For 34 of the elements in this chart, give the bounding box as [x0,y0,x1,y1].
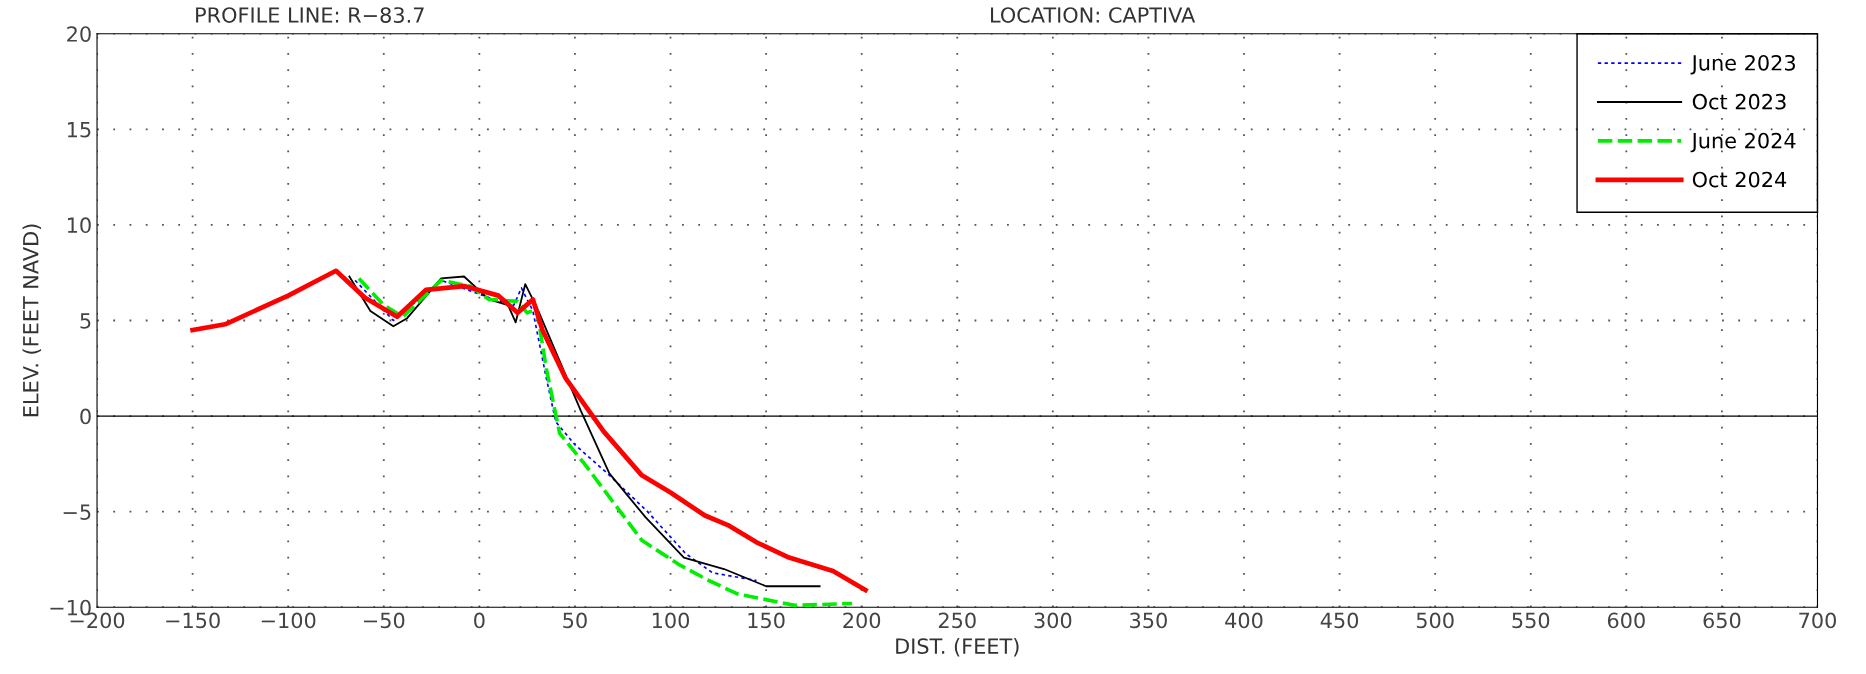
x-tick-label: 700 [1799,612,1836,629]
x-tick-label: 450 [1320,612,1359,629]
x-tick-label: 600 [1607,612,1645,629]
legend-label: Oct 2024 [1692,171,1787,188]
x-tick-label: 0 [474,612,485,629]
x-tick-label: 500 [1416,612,1454,629]
x-tick-label: 350 [1130,612,1167,629]
x-tick-label: 400 [1225,612,1263,629]
x-tick-label: 650 [1703,612,1741,629]
y-tick-label: 20 [67,26,91,42]
x-tick-label: 300 [1034,612,1072,629]
legend-label: June 2024 [1690,132,1796,153]
x-tick-label: 250 [938,612,976,629]
y-tick-label: −5 [63,504,91,520]
legend-label: Oct 2023 [1692,93,1786,110]
x-tick-label: 50 [563,612,587,629]
x-tick-label: −50 [364,612,405,629]
x-tick-label: −100 [261,612,316,629]
x-tick-label: 150 [748,612,785,629]
line-series [354,279,758,582]
y-tick-label: 5 [80,313,91,329]
chart-title: PROFILE LINE: R−83.7 [196,7,424,23]
x-tick-label: −150 [166,612,220,629]
y-tick-label: 10 [67,217,91,234]
x-tick-label: 100 [652,612,690,629]
x-tick-label: 200 [843,612,881,629]
line-series [190,268,868,593]
legend-label: June 2023 [1690,54,1795,75]
y-axis-title: ELEV. (FEET NAVD) [22,224,42,417]
y-tick-label: 0 [80,408,91,425]
x-axis-title: DIST. (FEET) [896,637,1019,657]
y-tick-label: 15 [67,122,91,138]
chart-subtitle: LOCATION: CAPTIVA [991,7,1196,23]
x-tick-label: 550 [1512,612,1550,629]
